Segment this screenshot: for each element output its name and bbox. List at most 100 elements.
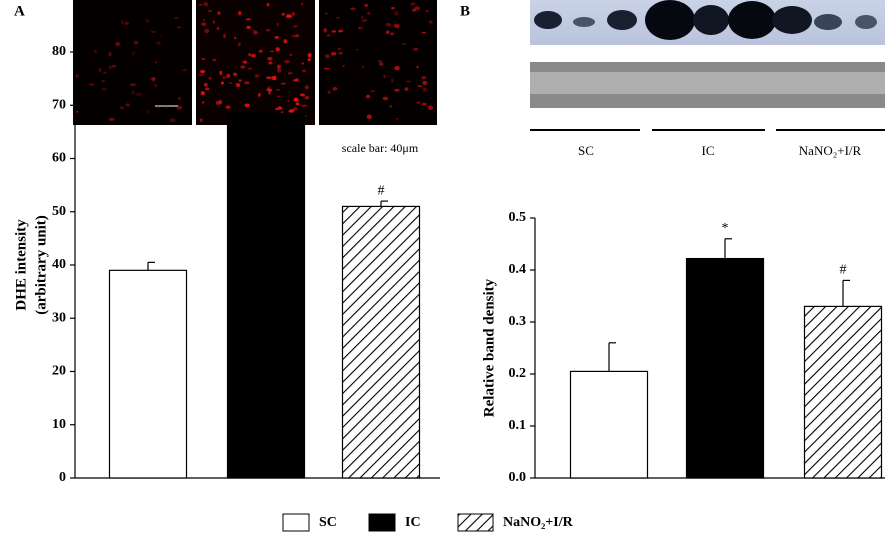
- speckle: [265, 29, 271, 32]
- speckle: [400, 42, 407, 45]
- speckle: [228, 82, 233, 84]
- speckle: [294, 34, 300, 38]
- speckle: [257, 92, 261, 97]
- speckle: [276, 22, 279, 27]
- speckle: [323, 28, 328, 33]
- speckle: [150, 77, 156, 80]
- legend-label: SC: [319, 515, 337, 530]
- speckle: [283, 39, 288, 44]
- speckle: [225, 105, 231, 109]
- speckle: [146, 109, 149, 115]
- speckle: [220, 81, 224, 85]
- speckle: [337, 29, 344, 33]
- speckle: [115, 41, 121, 45]
- blot-label: NaNO₂+I/R: [799, 143, 862, 158]
- speckle: [304, 85, 309, 90]
- speckle: [289, 53, 293, 56]
- y-tick-label: 20: [52, 364, 66, 379]
- speckle: [266, 2, 270, 7]
- speckle: [291, 12, 295, 16]
- speckle: [119, 106, 125, 110]
- speckle: [201, 101, 205, 104]
- speckle: [253, 30, 258, 35]
- speckle: [410, 2, 416, 6]
- speckle: [416, 65, 419, 69]
- speckle: [330, 52, 337, 56]
- speckle: [307, 58, 311, 62]
- speckle: [416, 101, 421, 104]
- speckle: [383, 75, 386, 78]
- speckle: [274, 36, 280, 39]
- speckle: [292, 79, 299, 82]
- speckle: [366, 114, 372, 119]
- speckle: [250, 53, 256, 58]
- speckle: [397, 26, 400, 29]
- speckle: [176, 105, 183, 110]
- speckle: [124, 21, 129, 26]
- bar: [685, 257, 765, 479]
- speckle: [295, 102, 300, 106]
- western-blot: [530, 0, 885, 131]
- speckle: [360, 16, 364, 19]
- speckle: [275, 88, 281, 91]
- speckle: [389, 104, 392, 108]
- y-tick-label: 10: [52, 417, 66, 432]
- speckle: [217, 11, 221, 15]
- speckle: [286, 14, 293, 18]
- blot-label: SC: [578, 143, 594, 158]
- speckle: [325, 12, 328, 15]
- y-axis-label: (arbitrary unit): [33, 215, 49, 315]
- speckle: [355, 48, 359, 51]
- speckle: [145, 19, 150, 23]
- speckle: [391, 6, 395, 10]
- speckle: [275, 107, 279, 111]
- speckle: [199, 69, 206, 74]
- legend-label: IC: [405, 515, 421, 530]
- speckle: [337, 47, 342, 51]
- speckle: [288, 109, 295, 113]
- y-tick-label: 50: [52, 204, 66, 219]
- speckle: [404, 87, 409, 91]
- speckle: [365, 94, 371, 99]
- speckle: [150, 30, 157, 34]
- speckle: [394, 11, 399, 16]
- speckle: [258, 49, 263, 53]
- speckle: [75, 74, 79, 79]
- speckle: [155, 61, 158, 64]
- y-tick-label: 70: [52, 97, 66, 112]
- speckle: [327, 90, 331, 95]
- speckle: [331, 30, 337, 33]
- panel-label: B: [460, 3, 470, 19]
- legend-swatch: [368, 513, 396, 532]
- speckle: [201, 22, 207, 27]
- speckle: [358, 27, 364, 30]
- speckle: [219, 70, 223, 76]
- scale-bar-text: scale bar: 40μm: [342, 141, 419, 155]
- speckle: [216, 27, 220, 30]
- speckle: [268, 61, 273, 65]
- speckle: [406, 80, 412, 83]
- bar: [803, 305, 883, 479]
- speckle: [427, 105, 434, 110]
- speckle: [226, 73, 231, 79]
- speckle: [254, 74, 260, 78]
- y-axis-label: DHE intensity: [13, 219, 29, 311]
- y-tick-label: 60: [52, 151, 66, 166]
- speckle: [367, 11, 371, 15]
- y-tick-label: 80: [52, 44, 66, 59]
- speckle: [125, 103, 131, 107]
- speckle: [174, 17, 179, 19]
- speckle: [133, 40, 139, 45]
- speckle: [154, 83, 157, 88]
- bar: [108, 269, 188, 479]
- speckle: [88, 83, 95, 86]
- speckle: [101, 87, 108, 91]
- speckle: [238, 79, 242, 82]
- speckle: [301, 69, 307, 72]
- speckle: [394, 65, 400, 71]
- speckle: [324, 54, 330, 58]
- speckle: [266, 88, 273, 92]
- speckle: [425, 9, 429, 12]
- speckle: [294, 97, 298, 101]
- speckle: [108, 117, 115, 122]
